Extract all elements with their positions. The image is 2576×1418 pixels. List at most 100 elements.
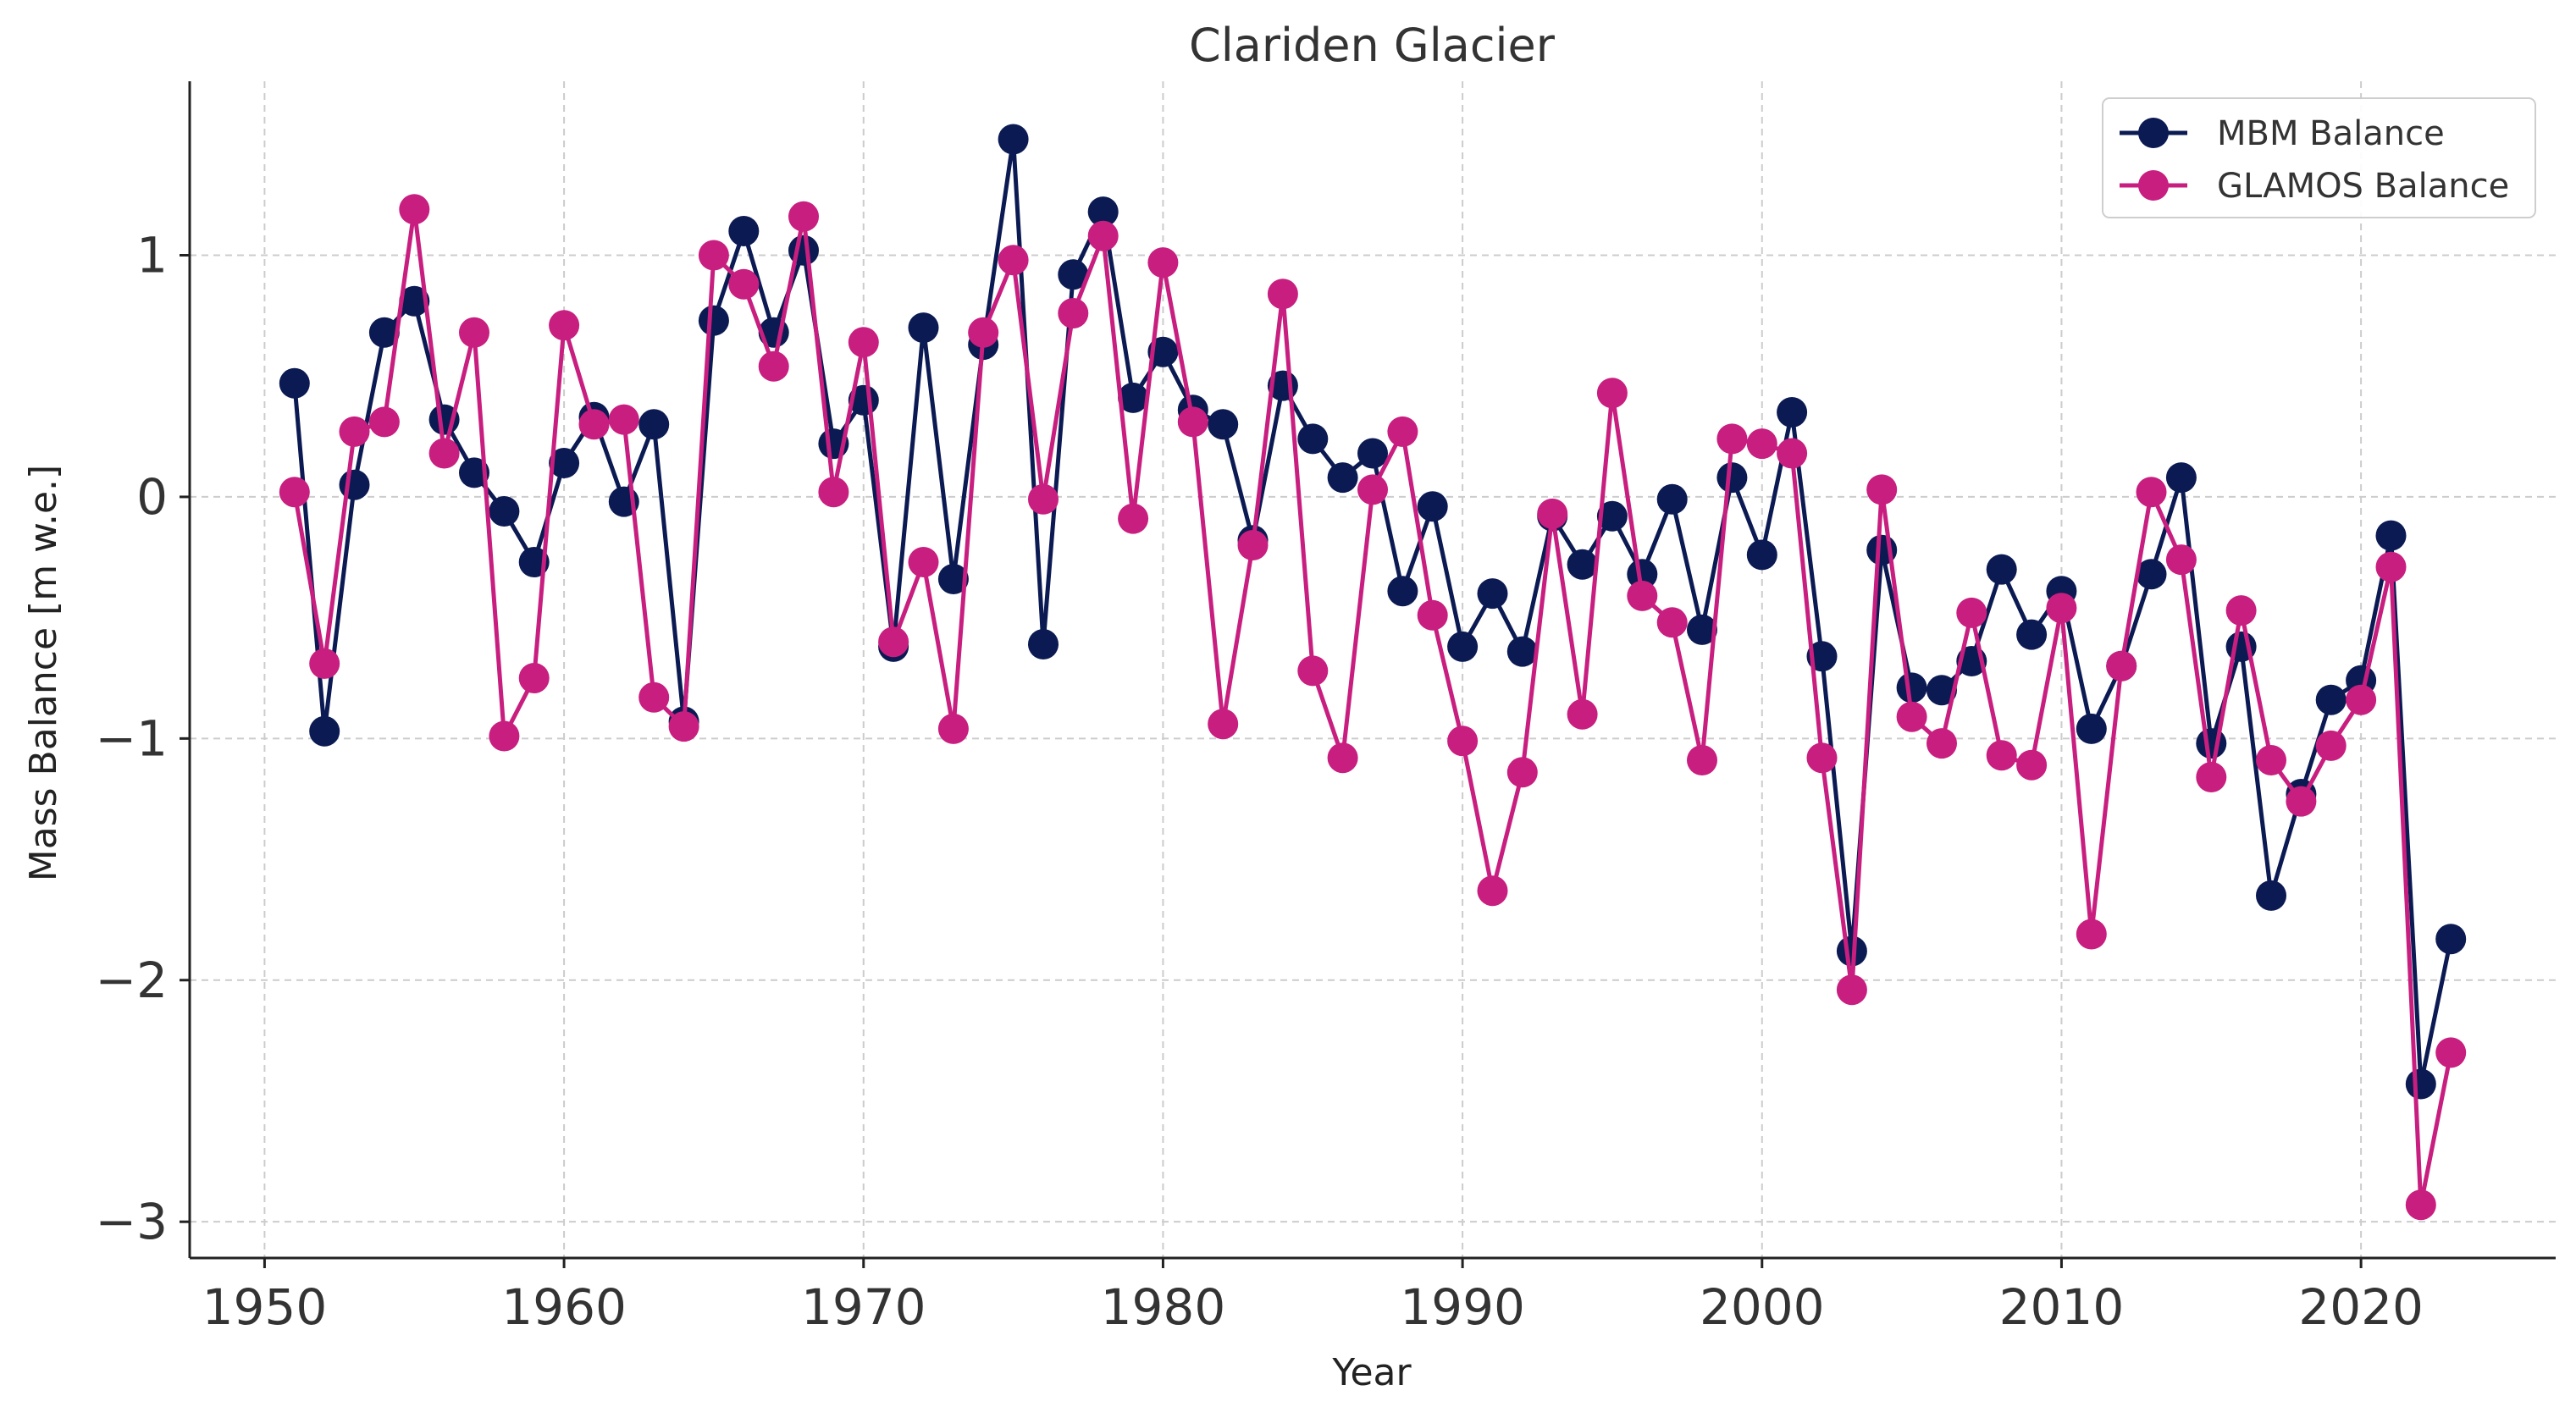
x-tick-label: 1970 [801,1278,926,1336]
x-axis-title: Year [1331,1351,1412,1394]
legend-box [2102,97,2536,218]
data-point-mbm [1447,631,1479,662]
data-point-mbm [1627,559,1658,590]
data-point-glamos [2256,745,2286,775]
data-point-mbm [1596,500,1628,532]
data-point-glamos [1028,483,1059,515]
data-point-mbm [1208,409,1239,440]
data-point-glamos [489,720,520,752]
data-point-glamos [2046,593,2077,624]
data-point-glamos [1267,279,1298,310]
data-point-glamos [279,477,310,508]
data-point-mbm [459,457,489,488]
data-point-glamos [1926,728,1957,759]
x-tick-label: 1990 [1400,1278,1525,1336]
data-point-glamos [728,268,760,300]
series-line-mbm [292,137,2453,1086]
data-point-glamos [1836,974,1867,1006]
y-tick-label: −2 [96,952,169,1009]
axes [188,81,2556,1260]
data-point-mbm [2076,713,2107,744]
data-point-mbm [1687,614,1717,645]
data-point-glamos [1208,709,1239,740]
data-point-glamos [1447,726,1479,757]
data-point-glamos [1147,247,1179,279]
data-point-glamos [1656,607,1688,638]
y-tick-label: −1 [96,709,169,767]
data-point-glamos [1387,416,1418,447]
data-point-mbm [2315,684,2347,715]
data-point-mbm [937,564,969,594]
y-tick-label: −3 [96,1193,169,1250]
data-point-mbm [1058,259,1089,290]
legend-marker-glamos [2138,170,2169,201]
legend-label-mbm: MBM Balance [2217,114,2445,153]
legend-item-glamos: GLAMOS Balance [2120,167,2509,206]
data-point-glamos [818,477,849,508]
x-tick-label: 2000 [1700,1278,1825,1336]
data-point-glamos [2405,1189,2436,1221]
data-point-glamos [1297,655,1329,687]
data-point-mbm [1118,382,1149,413]
series-glamos [279,194,2467,1221]
data-point-mbm [1387,576,1418,607]
data-point-glamos [1506,757,1538,788]
x-tick-label: 1960 [501,1278,627,1336]
x-tick-label: 1980 [1101,1278,1226,1336]
data-point-glamos [608,404,639,435]
data-point-glamos [668,711,699,742]
data-point-glamos [2016,749,2048,781]
x-tick-label: 2010 [1999,1278,2125,1336]
data-point-mbm [908,312,939,344]
data-point-mbm [2196,728,2227,759]
data-point-glamos [428,438,460,469]
data-point-mbm [1506,636,1538,667]
data-point-glamos [1327,742,1358,774]
data-point-glamos [459,317,489,348]
data-point-glamos [788,201,819,232]
data-point-mbm [2016,619,2048,650]
data-point-mbm [1477,578,1508,610]
data-point-mbm [2435,924,2467,955]
data-point-glamos [2346,684,2377,715]
data-point-glamos [309,648,340,679]
data-point-glamos [1716,423,1748,455]
data-point-mbm [279,367,310,399]
data-point-mbm [1926,675,1957,706]
data-point-glamos [998,245,1029,276]
data-point-mbm [1986,554,2017,585]
x-tick-label: 1950 [202,1278,328,1336]
data-point-mbm [1567,549,1598,580]
data-point-mbm [2405,1068,2436,1100]
data-point-glamos [339,416,370,447]
data-point-glamos [758,350,789,382]
data-point-glamos [399,194,430,225]
data-point-glamos [1357,474,1388,505]
data-point-glamos [908,547,939,577]
y-axis-title: Mass Balance [m w.e.] [22,465,65,881]
data-point-mbm [1716,462,1748,494]
data-point-glamos [937,713,969,744]
data-point-glamos [1537,498,1568,529]
data-point-mbm [549,448,580,478]
data-point-glamos [2076,919,2107,950]
data-point-glamos [2196,762,2227,792]
data-point-mbm [309,715,340,747]
data-point-mbm [1327,462,1358,494]
data-point-glamos [968,317,999,348]
data-point-glamos [1986,740,2017,771]
data-point-glamos [1567,698,1598,730]
data-point-mbm [2165,462,2197,494]
data-point-glamos [1417,599,1448,631]
data-point-glamos [368,406,400,438]
data-point-mbm [1746,539,1777,571]
data-point-glamos [2136,477,2167,508]
data-point-glamos [1956,597,1987,628]
data-point-glamos [1627,580,1658,611]
y-tick-label: 1 [136,227,168,284]
series-line-glamos [292,207,2453,1207]
data-point-glamos [1237,530,1269,560]
data-point-mbm [1896,672,1927,703]
data-point-mbm [2375,520,2407,551]
data-point-glamos [2375,551,2407,582]
